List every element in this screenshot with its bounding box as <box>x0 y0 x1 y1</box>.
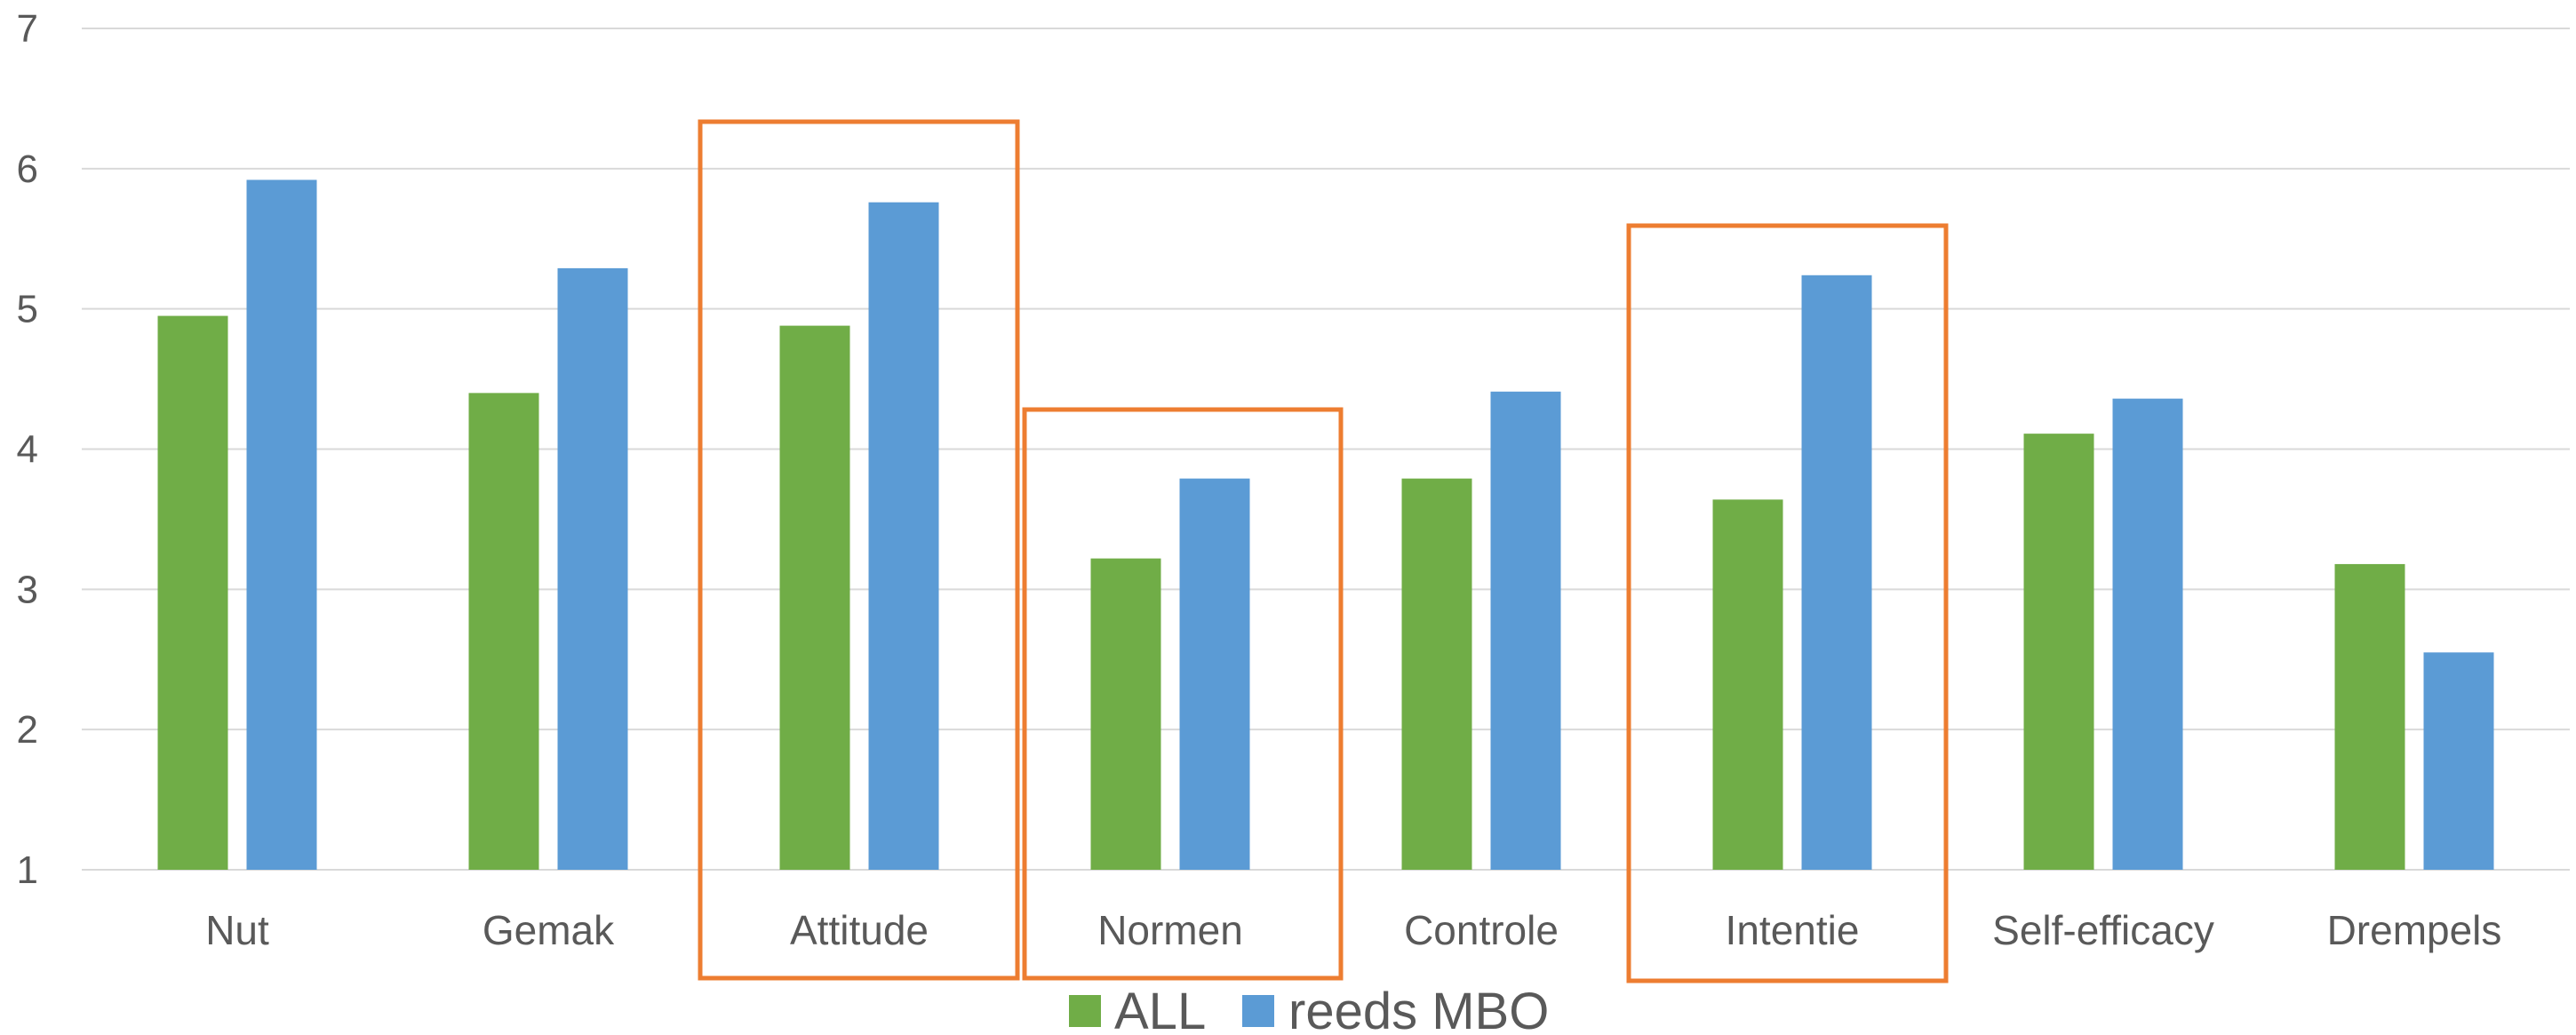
y-tick-label: 6 <box>17 147 38 191</box>
bar-reeds-mbo-normen <box>1179 478 1250 870</box>
bar-all-nut <box>157 315 228 870</box>
highlight-box-normen <box>1022 407 1344 981</box>
bar-reeds-mbo-drempels <box>2423 652 2494 870</box>
y-tick-label: 7 <box>17 7 38 51</box>
category-label-attitude: Attitude <box>790 907 929 953</box>
bars <box>157 179 2494 871</box>
legend-label-reeds-mbo: reeds MBO <box>1288 983 1549 1035</box>
gridlines <box>82 28 2570 871</box>
bar-all-self-efficacy <box>2023 434 2094 870</box>
category-label-self-efficacy: Self-efficacy <box>1992 907 2214 953</box>
bar-reeds-mbo-self-efficacy <box>2112 398 2183 870</box>
category-label-drempels: Drempels <box>2327 907 2502 953</box>
y-tick-label: 1 <box>17 848 38 892</box>
legend: ALL reeds MBO <box>1069 983 1549 1035</box>
category-label-nut: Nut <box>205 907 269 953</box>
bar-all-normen <box>1090 558 1161 870</box>
legend-swatch-all <box>1069 995 1101 1027</box>
category-label-normen: Normen <box>1097 907 1243 953</box>
bar-reeds-mbo-controle <box>1490 391 1561 870</box>
bar-all-drempels <box>2334 563 2405 870</box>
y-tick-label: 2 <box>17 708 38 752</box>
highlight-box-intentie <box>1626 223 1949 983</box>
legend-label-all: ALL <box>1114 983 1206 1035</box>
x-axis-category-labels: Nut Gemak Attitude Normen Controle Intentie Se… <box>205 907 2501 953</box>
y-tick-label: 3 <box>17 568 38 611</box>
bar-all-attitude <box>779 325 850 870</box>
y-tick-label: 5 <box>17 288 38 331</box>
category-label-intentie: Intentie <box>1726 907 1860 953</box>
bar-all-intentie <box>1712 499 1783 870</box>
y-axis-tick-labels: 1 2 3 4 5 6 7 <box>17 7 38 892</box>
y-tick-label: 4 <box>17 428 38 472</box>
legend-swatch-reeds-mbo <box>1242 995 1274 1027</box>
bar-all-controle <box>1401 478 1472 870</box>
bar-reeds-mbo-attitude <box>868 202 939 871</box>
highlight-box-attitude <box>698 119 1020 981</box>
bar-reeds-mbo-intentie <box>1801 275 1872 871</box>
category-label-gemak: Gemak <box>483 907 615 953</box>
bar-reeds-mbo-nut <box>246 179 317 870</box>
highlight-boxes <box>698 119 1949 983</box>
bar-all-gemak <box>468 393 539 870</box>
category-label-controle: Controle <box>1404 907 1559 953</box>
bar-reeds-mbo-gemak <box>557 267 628 870</box>
